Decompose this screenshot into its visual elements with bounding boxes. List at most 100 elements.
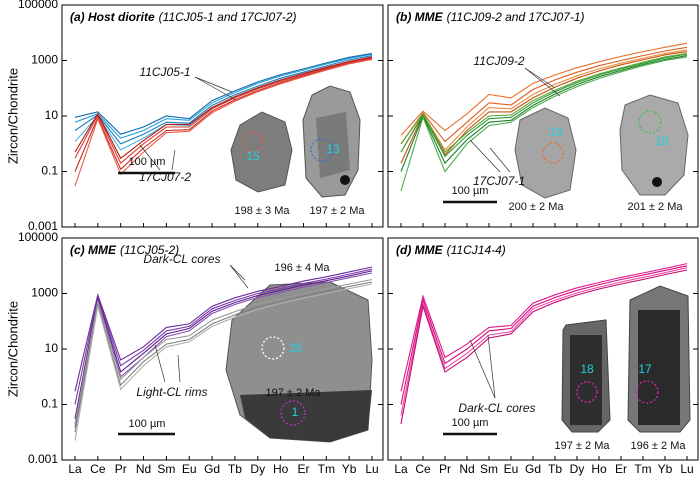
title: (c) MME [70, 243, 117, 257]
ree-line [74, 266, 373, 392]
subtitle: (11CJ09-2 and 17CJ07-1) [447, 10, 585, 24]
spot [242, 131, 264, 153]
annotation: 18 [655, 134, 669, 148]
annotation: 11CJ09-2 [473, 54, 524, 68]
zircon-image [514, 107, 577, 199]
annotation: 11CJ05-1 [139, 65, 190, 79]
annotation: 17CJ07-2 [139, 170, 191, 184]
title: (a) Host diorite [70, 10, 155, 24]
x-tick-label: Pr [439, 462, 451, 476]
panel: 0.001 0.1 10 1000 100000 Zircon/Chondrite (a) … [5, 0, 384, 233]
annotation: 100 µm [129, 156, 166, 168]
ree-line [74, 56, 373, 160]
ree-line [74, 278, 373, 425]
y-tick-label: 0.1 [41, 164, 58, 178]
leader-line [194, 76, 237, 101]
y-axis-label: Zircon/Chondrite [5, 301, 20, 397]
panel-title: (b) MME (11CJ09-2 and 17CJ07-1) [396, 10, 585, 24]
x-tick-label: Dy [250, 462, 265, 476]
zircon-core [570, 335, 602, 425]
inclusion [340, 175, 350, 185]
y-tick-label: 100000 [18, 0, 58, 11]
zircon-core [638, 310, 680, 425]
ree-line [74, 58, 373, 172]
y-tick-label: 100000 [18, 230, 58, 244]
x-tick-label: Er [297, 462, 309, 476]
y-tick-label: 0.001 [28, 452, 58, 466]
x-tick-label: Tb [548, 462, 562, 476]
annotation: 197 ± 2 Ma [555, 440, 611, 452]
x-tick-label: La [68, 462, 82, 476]
ree-line [400, 267, 688, 416]
x-tick-label: La [394, 462, 408, 476]
x-tick-label: Gd [204, 462, 220, 476]
annotation: 100 µm [452, 417, 489, 429]
x-tick-label: Pr [115, 462, 127, 476]
ree-line [400, 51, 688, 164]
inclusion [652, 177, 662, 187]
title: (d) MME [396, 243, 444, 257]
leader-line [489, 147, 511, 173]
leader-line [469, 339, 496, 399]
x-tick-label: Ho [273, 462, 289, 476]
ree-line [74, 55, 373, 145]
ree-line [74, 58, 373, 187]
panel: (b) MME (11CJ09-2 and 17CJ07-1) 11CJ09-2 17… [387, 4, 699, 228]
annotation: 15 [246, 149, 260, 163]
ree-line [400, 265, 688, 405]
x-tick-label: Tm [634, 462, 651, 476]
spot [310, 138, 334, 162]
x-tick-label: Sm [157, 462, 175, 476]
x-tick-label: Tb [228, 462, 242, 476]
y-axis-label: Zircon/Chondrite [5, 68, 20, 164]
x-tick-label: Ce [90, 462, 106, 476]
y-tick-label: 0.1 [41, 397, 58, 411]
leader-line [139, 144, 161, 171]
ree-line [400, 46, 688, 145]
ree-line [400, 53, 688, 158]
x-tick-label: Ce [415, 462, 431, 476]
annotation: 197 ± 2 Ma [310, 205, 366, 217]
ree-line [74, 281, 373, 433]
annotation: 198 ± 3 Ma [235, 205, 291, 217]
x-tick-label: Sm [480, 462, 498, 476]
y-tick-label: 1000 [31, 53, 58, 67]
leader-line [229, 264, 249, 289]
ree-line [400, 263, 688, 392]
annotation: 201 ± 2 Ma [628, 201, 684, 213]
leader-line [469, 139, 501, 173]
leader-line [229, 264, 246, 281]
panel-title: (a) Host diorite (11CJ05-1 and 17CJ07-2) [70, 10, 297, 24]
y-tick-label: 1000 [31, 286, 58, 300]
annotation: 17 [638, 362, 652, 376]
ree-line [400, 42, 688, 136]
ree-line [74, 57, 373, 164]
spot [638, 110, 662, 134]
leader-line [487, 334, 496, 399]
leader-line [524, 67, 556, 89]
subtitle: (11CJ05-1 and 17CJ07-2) [159, 10, 297, 24]
ree-line [74, 272, 373, 428]
y-tick-label: 10 [45, 108, 59, 122]
zircon-dark-zone [240, 390, 372, 442]
ree-line [74, 283, 373, 441]
ree-line [400, 269, 688, 425]
panel-title: (c) MME (11CJ05-2) [70, 243, 179, 257]
x-tick-label: Yb [658, 462, 673, 476]
zircon-image [619, 94, 689, 196]
leader-line [171, 149, 176, 171]
annotation: 13 [326, 142, 340, 156]
annotation: Dark-CL cores [458, 401, 535, 415]
y-tick-label: 10 [45, 341, 59, 355]
leader-line [194, 76, 233, 93]
zircon-images [225, 85, 691, 443]
x-tick-label: Lu [680, 462, 693, 476]
ree-line [74, 52, 373, 135]
x-tick-label: Dy [570, 462, 585, 476]
x-tick-label: Yb [342, 462, 357, 476]
annotation: 25 [289, 341, 303, 355]
ree-line [74, 270, 373, 420]
x-tick-label: Gd [525, 462, 541, 476]
annotation: 1 [292, 405, 299, 419]
